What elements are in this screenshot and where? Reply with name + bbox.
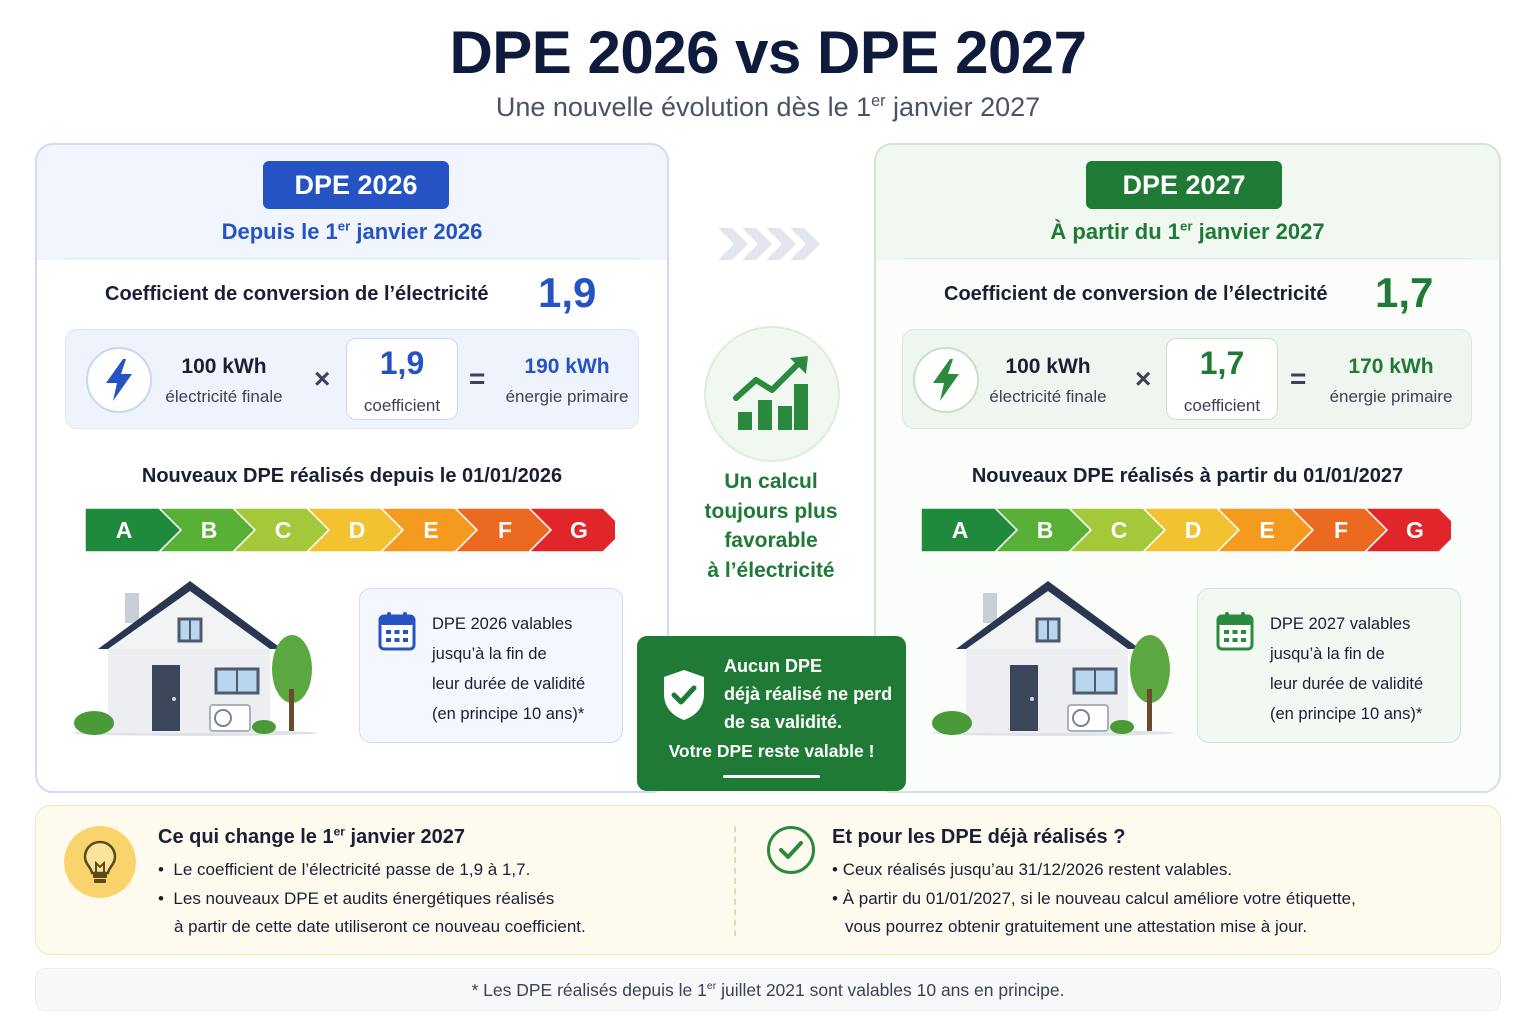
since-date: Depuis le 1er janvier 2026 [221,218,483,244]
energy-class-label-d: D [1185,517,1202,543]
growth-chart-icon [704,326,840,462]
coef-value: 1,9 [538,269,597,316]
input-label: électricité finale [165,387,283,406]
energy-class-g [1363,507,1451,553]
panel-dpe-2027: DPE 2027 À partir du 1er janvier 2027 Co… [874,143,1501,793]
shield-text: Aucun DPE déjà réalisé ne perd de sa val… [724,656,893,732]
energy-class-label-a: A [116,517,133,543]
times-sign: × [314,363,331,394]
energy-scale: A B C D E F G [921,507,1451,553]
coefficient-box: 1,7 coefficient [1166,338,1278,420]
equals-sign: = [469,363,486,394]
result-label: énergie primaire [1329,387,1453,406]
list-item: • À partir du 01/01/2027, si le nouveau … [832,888,1356,908]
scale-title: Nouveaux DPE réalisés à partir du 01/01/… [971,465,1404,487]
input-value: 100 kWh [1005,355,1091,378]
house-icon [70,577,320,742]
changes-list: • Le coefficient de l’électricité passe … [158,856,586,942]
energy-class-label-b: B [201,517,218,543]
coef-value: 1,7 [1375,269,1434,316]
existing-list: • Ceux réalisés jusqu’au 31/12/2026 rest… [832,856,1356,942]
energy-class-label-g: G [570,517,588,543]
calculation-box: 100 kWh électricité finale × 1,7 coeffic… [902,329,1472,429]
coefficient-value: 1,7 [1199,345,1245,381]
shield-check-icon [661,668,707,727]
energy-scale: A B C D E F G [85,507,615,553]
validity-text: DPE 2027 valables jusqu’à la fin de leur… [1270,615,1424,723]
page-title: DPE 2026 vs DPE 2027 [449,19,1087,86]
chevrons-right-icon [718,226,826,267]
badge-dpe-2026: DPE 2026 [263,161,449,209]
validity-text: DPE 2026 valables jusqu’à la fin de leur… [432,615,586,723]
energy-class-label-f: F [498,517,512,543]
energy-class-label-g: G [1406,517,1424,543]
energy-class-label-e: E [423,517,438,543]
result-label: énergie primaire [505,387,629,406]
changes-heading: Ce qui change le 1er janvier 2027 [158,824,466,848]
footnote: * Les DPE réalisés depuis le 1er juillet… [35,968,1501,1011]
list-item-continued: à partir de cette date utiliseront ce no… [174,917,586,936]
panel-dpe-2026: DPE 2026 Depuis le 1er janvier 2026 Coef… [35,143,669,793]
input-label: électricité finale [989,387,1107,406]
energy-class-label-f: F [1334,517,1348,543]
energy-class-label-e: E [1259,517,1274,543]
energy-scale-graphic: A B C D E F G [921,507,1451,553]
badge-dpe-2027: DPE 2027 [1086,161,1282,209]
calendar-icon [1216,611,1254,656]
house-icon [928,577,1178,742]
calendar-icon [378,611,416,656]
favorable-text: Un calcul toujours plus favorable à l’él… [704,470,838,582]
underline [723,775,820,778]
since-date: À partir du 1er janvier 2027 [1050,218,1325,244]
list-item-continued: vous pourrez obtenir gratuitement une at… [845,917,1308,936]
divider [65,258,639,259]
validity-info-2027: DPE 2027 valables jusqu’à la fin de leur… [1197,588,1461,743]
scale-title: Nouveaux DPE réalisés depuis le 01/01/20… [141,465,563,487]
list-item: • Ceux réalisés jusqu’au 31/12/2026 rest… [832,860,1233,879]
energy-class-g [527,507,615,553]
coef-label: Coefficient de conversion de l’électrici… [105,283,489,305]
coefficient-label: coefficient [363,396,441,415]
summary-box: Ce qui change le 1er janvier 2027 • Le c… [35,805,1501,955]
coefficient-box: 1,9 coefficient [346,338,458,420]
result-value: 190 kWh [524,355,610,378]
energy-scale-graphic: A B C D E F G [85,507,615,553]
lightning-icon [86,347,152,413]
validity-callout: Aucun DPE déjà réalisé ne perd de sa val… [637,636,906,791]
energy-class-label-c: C [275,517,292,543]
coef-label: Coefficient de conversion de l’électrici… [944,283,1328,305]
calculation-box: 100 kWh électricité finale × 1,9 coeffic… [65,329,639,429]
list-item: • Le coefficient de l’électricité passe … [158,860,531,879]
divider [904,258,1471,259]
energy-class-label-b: B [1037,517,1054,543]
equals-sign: = [1290,363,1307,394]
divider [734,826,736,936]
energy-class-label-a: A [952,517,969,543]
shield-footer: Votre DPE reste valable ! [668,741,875,761]
lightbulb-icon [64,826,136,898]
page-subtitle: Une nouvelle évolution dès le 1er janvie… [495,92,1041,122]
energy-class-label-c: C [1111,517,1128,543]
result-value: 170 kWh [1348,355,1434,378]
lightning-icon [913,347,979,413]
list-item: • Les nouveaux DPE et audits énergétique… [158,888,555,908]
existing-heading: Et pour les DPE déjà réalisés ? [832,826,1126,848]
input-value: 100 kWh [181,355,267,378]
coefficient-value: 1,9 [379,345,425,381]
energy-class-label-d: D [349,517,366,543]
coefficient-label: coefficient [1183,396,1261,415]
check-circle-icon [767,826,815,874]
validity-info-2026: DPE 2026 valables jusqu’à la fin de leur… [359,588,623,743]
times-sign: × [1135,363,1152,394]
